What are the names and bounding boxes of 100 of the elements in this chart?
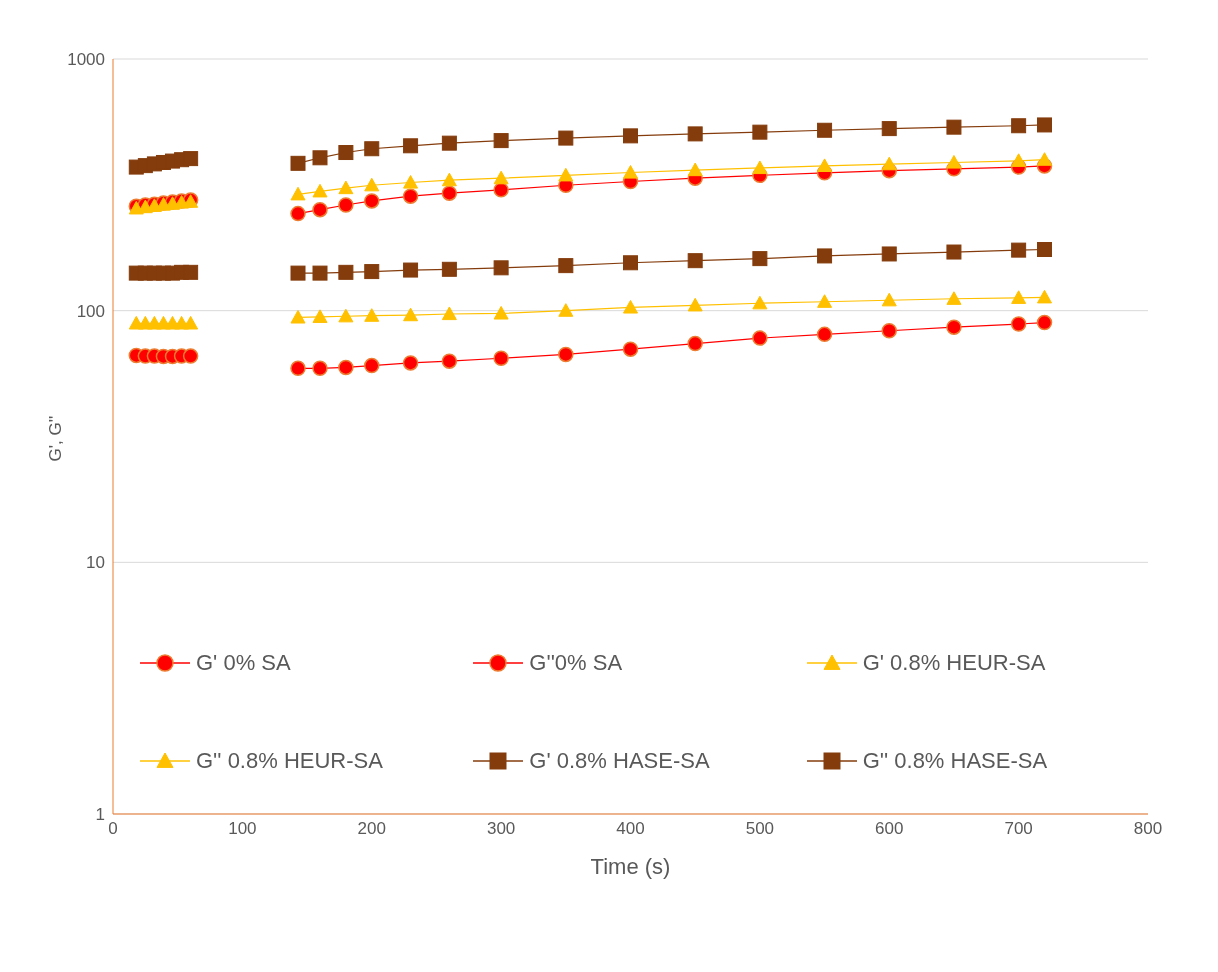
x-tick-label: 100 xyxy=(228,819,257,839)
point xyxy=(558,346,574,363)
point xyxy=(312,265,328,281)
point xyxy=(623,165,638,179)
x-tick-label: 500 xyxy=(745,819,775,839)
point xyxy=(1011,290,1027,304)
point xyxy=(402,355,419,371)
point xyxy=(687,297,703,312)
point xyxy=(558,303,574,317)
point xyxy=(441,353,458,369)
point xyxy=(817,294,833,308)
point xyxy=(338,180,354,195)
point xyxy=(1011,118,1027,134)
point xyxy=(290,186,306,201)
legend-label: G'' 0.8% HEUR-SA xyxy=(196,748,383,774)
point xyxy=(338,359,354,376)
point xyxy=(1037,242,1052,257)
point xyxy=(403,175,419,189)
point xyxy=(752,295,768,310)
point xyxy=(364,308,380,322)
point xyxy=(687,162,703,177)
point xyxy=(441,172,457,187)
legend-label: G' 0% SA xyxy=(196,650,291,676)
point xyxy=(946,244,962,260)
point xyxy=(441,185,458,201)
point xyxy=(364,264,380,280)
point xyxy=(441,135,457,151)
point xyxy=(441,306,457,321)
y-tick-label: 1000 xyxy=(67,50,105,70)
point xyxy=(493,170,509,185)
point xyxy=(312,360,328,377)
point xyxy=(1011,153,1027,167)
point xyxy=(623,299,638,314)
point xyxy=(312,309,328,323)
point xyxy=(687,126,703,142)
x-tick-label: 700 xyxy=(1004,819,1033,839)
point xyxy=(881,323,897,339)
y-axis-title: G', G'' xyxy=(46,415,66,462)
point xyxy=(338,145,354,161)
point xyxy=(312,150,328,166)
point xyxy=(623,128,638,144)
point xyxy=(623,255,638,271)
legend-label: G'' 0.8% HASE-SA xyxy=(862,748,1048,774)
point xyxy=(290,265,306,281)
point xyxy=(290,205,306,222)
point xyxy=(817,248,833,264)
x-tick-label: 300 xyxy=(486,819,516,839)
point xyxy=(946,291,962,305)
point xyxy=(1037,152,1052,166)
y-tick-label: 1 xyxy=(95,805,105,825)
point xyxy=(364,141,380,157)
point xyxy=(752,124,768,140)
point xyxy=(402,188,419,204)
legend-label: G''0% SA xyxy=(529,650,623,676)
point xyxy=(752,251,768,267)
point xyxy=(881,156,897,171)
point xyxy=(816,326,833,343)
x-tick-label: 800 xyxy=(1133,819,1163,839)
point xyxy=(403,262,419,278)
point xyxy=(881,292,897,307)
point xyxy=(1036,314,1053,331)
point xyxy=(290,155,306,171)
point xyxy=(312,201,328,218)
point xyxy=(290,360,306,377)
x-axis-title: Time (s) xyxy=(590,854,671,879)
point xyxy=(364,193,380,209)
point xyxy=(687,335,703,352)
point xyxy=(946,119,962,135)
point xyxy=(338,308,354,323)
point xyxy=(403,138,419,154)
point xyxy=(817,158,833,173)
x-tick-label: 600 xyxy=(875,819,904,839)
y-tick-label: 10 xyxy=(86,553,105,573)
point xyxy=(881,121,897,137)
x-tick-label: 200 xyxy=(357,819,386,839)
point xyxy=(493,260,509,276)
point xyxy=(493,305,509,320)
point xyxy=(183,315,199,330)
point xyxy=(946,319,962,335)
point xyxy=(622,341,639,357)
point xyxy=(338,197,354,213)
point xyxy=(493,182,509,198)
point xyxy=(946,154,962,169)
point xyxy=(1010,316,1027,332)
point xyxy=(558,130,574,146)
point xyxy=(1037,117,1052,133)
x-tick-label: 400 xyxy=(616,819,645,839)
point xyxy=(1011,242,1027,258)
point xyxy=(338,264,354,280)
point xyxy=(441,261,457,277)
point xyxy=(493,133,509,149)
legend-label: G' 0.8% HEUR-SA xyxy=(862,650,1046,676)
legend-label: G' 0.8% HASE-SA xyxy=(529,748,710,774)
point xyxy=(558,167,574,182)
point xyxy=(183,264,199,280)
point xyxy=(312,183,328,198)
point xyxy=(364,357,380,374)
point xyxy=(183,151,199,167)
point xyxy=(1037,289,1052,304)
point xyxy=(558,258,574,274)
